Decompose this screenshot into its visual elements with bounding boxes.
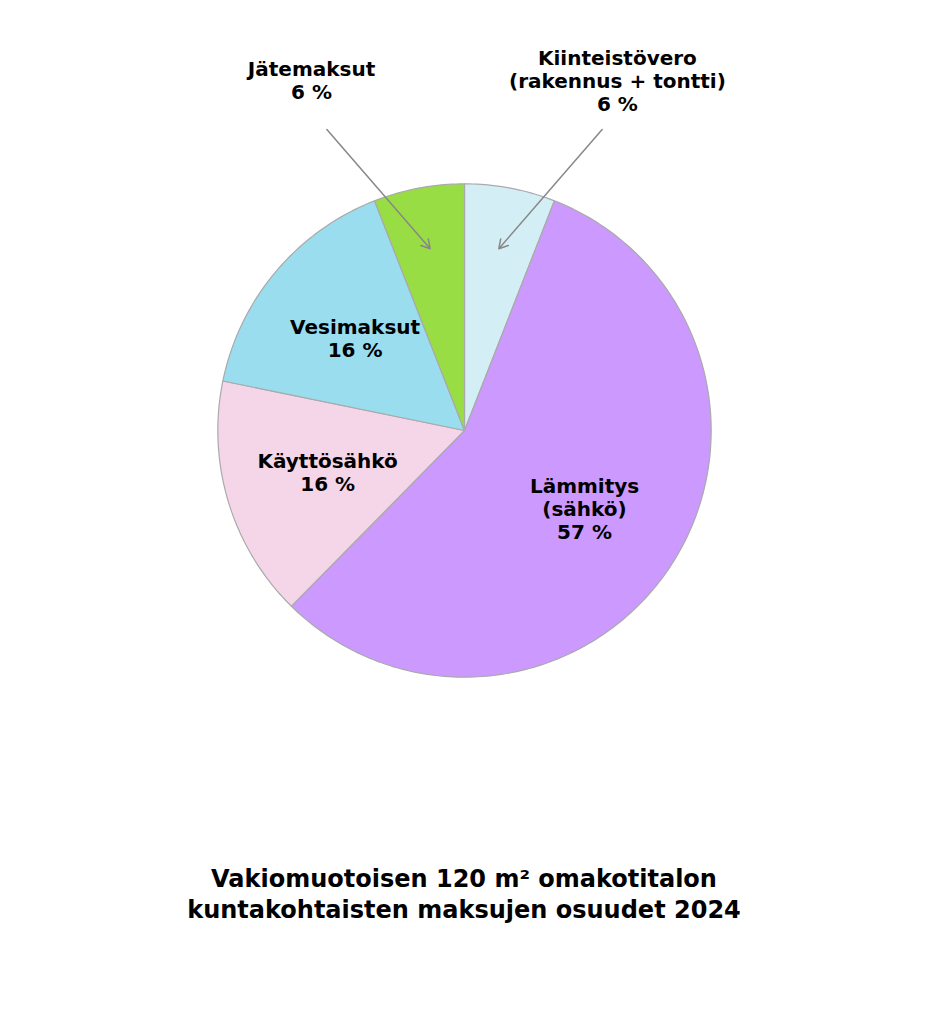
html-text:Vakiomuotoisen 120 m² omakotit: Vakiomuotoisen 120 m² omakotitalon kunta… xyxy=(187,865,741,925)
svg-text:Käyttösähkö16 %: Käyttösähkö16 % xyxy=(257,449,397,496)
svg-text:Jätemaksut6 %: Jätemaksut6 % xyxy=(246,57,376,104)
svg-text:Vesimaksut16 %: Vesimaksut16 % xyxy=(290,315,420,362)
svg-text:Lämmitys(sähkö)57 %: Lämmitys(sähkö)57 % xyxy=(530,474,639,544)
svg-text:Kiinteistövero(rakennus + tont: Kiinteistövero(rakennus + tontti)6 % xyxy=(509,46,726,116)
